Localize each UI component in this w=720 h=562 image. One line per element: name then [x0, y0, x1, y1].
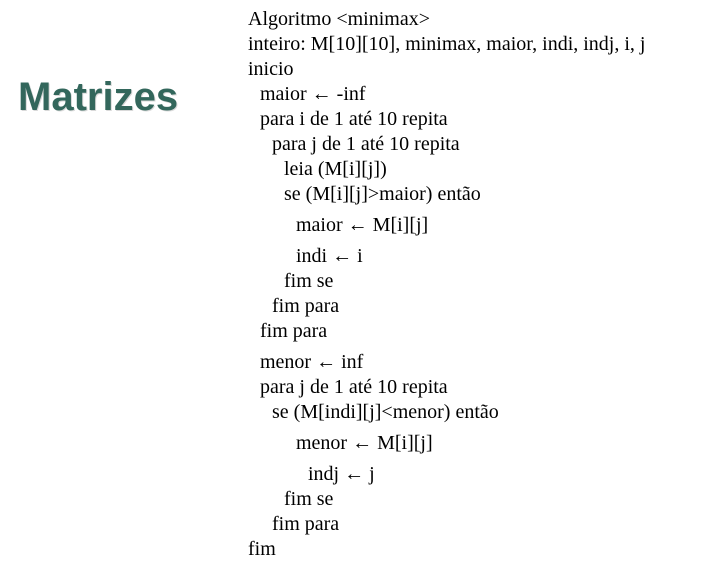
code-line: fim se [248, 269, 645, 294]
arrow-icon: ← [312, 83, 332, 105]
code-line: fim para [248, 512, 645, 537]
code-line: para j de 1 até 10 repita [248, 375, 645, 400]
page-title: Matrizes [18, 75, 178, 120]
code-line: fim se [248, 487, 645, 512]
code-line: fim para [248, 319, 645, 344]
code-line: inteiro: M[10][10], minimax, maior, indi… [248, 32, 645, 57]
arrow-icon: ← [348, 214, 368, 236]
assign-lhs: maior [260, 83, 312, 105]
code-line: Algoritmo <minimax> [248, 7, 645, 32]
code-line: para j de 1 até 10 repita [248, 132, 645, 157]
assign-rhs: i [352, 245, 363, 267]
code-line: inicio [248, 57, 645, 82]
algorithm-code: Algoritmo <minimax>inteiro: M[10][10], m… [248, 7, 645, 562]
assign-lhs: maior [296, 214, 348, 236]
code-line: para i de 1 até 10 repita [248, 107, 645, 132]
assign-rhs: -inf [332, 83, 366, 105]
code-line: maior ← M[i][j] [248, 213, 645, 238]
assign-lhs: indi [296, 245, 332, 267]
assign-lhs: indj [308, 463, 344, 485]
assign-rhs: j [364, 463, 375, 485]
code-line: maior ← -inf [248, 82, 645, 107]
assign-rhs: M[i][j] [372, 432, 433, 454]
code-line: fim [248, 537, 645, 562]
code-line: leia (M[i][j]) [248, 157, 645, 182]
code-line: indi ← i [248, 244, 645, 269]
assign-rhs: inf [336, 351, 363, 373]
code-line: menor ← M[i][j] [248, 431, 645, 456]
assign-rhs: M[i][j] [368, 214, 429, 236]
code-line: fim para [248, 294, 645, 319]
code-line: menor ← inf [248, 350, 645, 375]
code-line: se (M[i][j]>maior) então [248, 182, 645, 207]
assign-lhs: menor [260, 351, 316, 373]
code-line: indj ← j [248, 462, 645, 487]
code-line: se (M[indi][j]<menor) então [248, 400, 645, 425]
arrow-icon: ← [332, 245, 352, 267]
arrow-icon: ← [316, 351, 336, 373]
assign-lhs: menor [296, 432, 352, 454]
arrow-icon: ← [352, 432, 372, 454]
arrow-icon: ← [344, 463, 364, 485]
